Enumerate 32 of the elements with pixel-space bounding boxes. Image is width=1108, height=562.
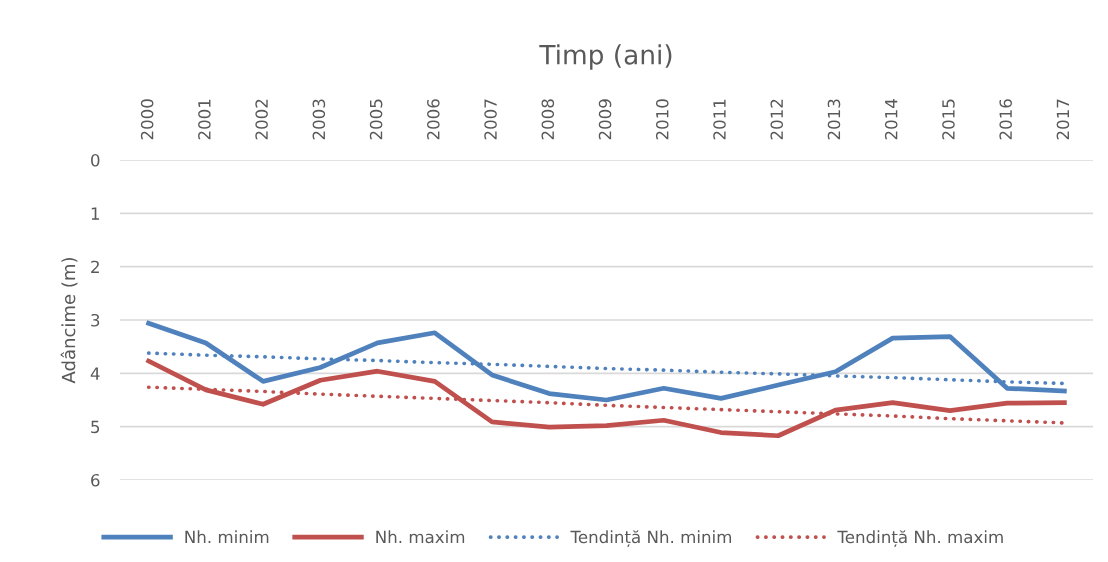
x-tick-label: 2009 xyxy=(598,99,612,140)
x-tick-label: 2016 xyxy=(999,99,1012,140)
y-axis-title: Adâncime (m) xyxy=(60,258,78,384)
x-tick-label: 2005 xyxy=(369,99,383,140)
y-tick-label: 0 xyxy=(91,153,100,167)
x-tick-label: 2014 xyxy=(884,99,898,140)
x-tick-label: 2000 xyxy=(140,99,154,140)
legend-label: Nh. maxim xyxy=(376,530,465,544)
legend-label: Tendință Nh. maxim xyxy=(837,530,1003,547)
line-series xyxy=(146,320,1067,403)
legend-label: Tendință Nh. minim xyxy=(570,530,732,547)
x-tick-label: 2011 xyxy=(713,99,726,140)
x-tick-label: 2008 xyxy=(541,99,555,140)
x-tick-label: 2012 xyxy=(770,99,784,140)
line-series xyxy=(146,358,1067,439)
legend-label: Nh. minim xyxy=(185,530,269,543)
y-tick-label: 6 xyxy=(91,473,100,487)
chart-title: Timp (ani) xyxy=(539,44,672,70)
x-tick-label: 2006 xyxy=(427,99,440,140)
x-tick-label: 2007 xyxy=(484,99,497,140)
y-tick-label: 3 xyxy=(91,313,100,327)
x-tick-label: 2013 xyxy=(827,99,841,140)
x-tick-label: 2001 xyxy=(198,99,211,140)
x-tick-label: 2003 xyxy=(312,99,326,140)
x-tick-label: 2002 xyxy=(255,99,268,140)
x-tick-label: 2017 xyxy=(1056,99,1070,140)
x-tick-label: 2015 xyxy=(942,99,955,140)
y-tick-label: 2 xyxy=(91,260,99,273)
y-tick-label: 4 xyxy=(90,367,100,380)
x-tick-label: 2010 xyxy=(655,99,669,140)
y-tick-label: 5 xyxy=(91,420,100,434)
y-tick-label: 1 xyxy=(91,207,100,220)
